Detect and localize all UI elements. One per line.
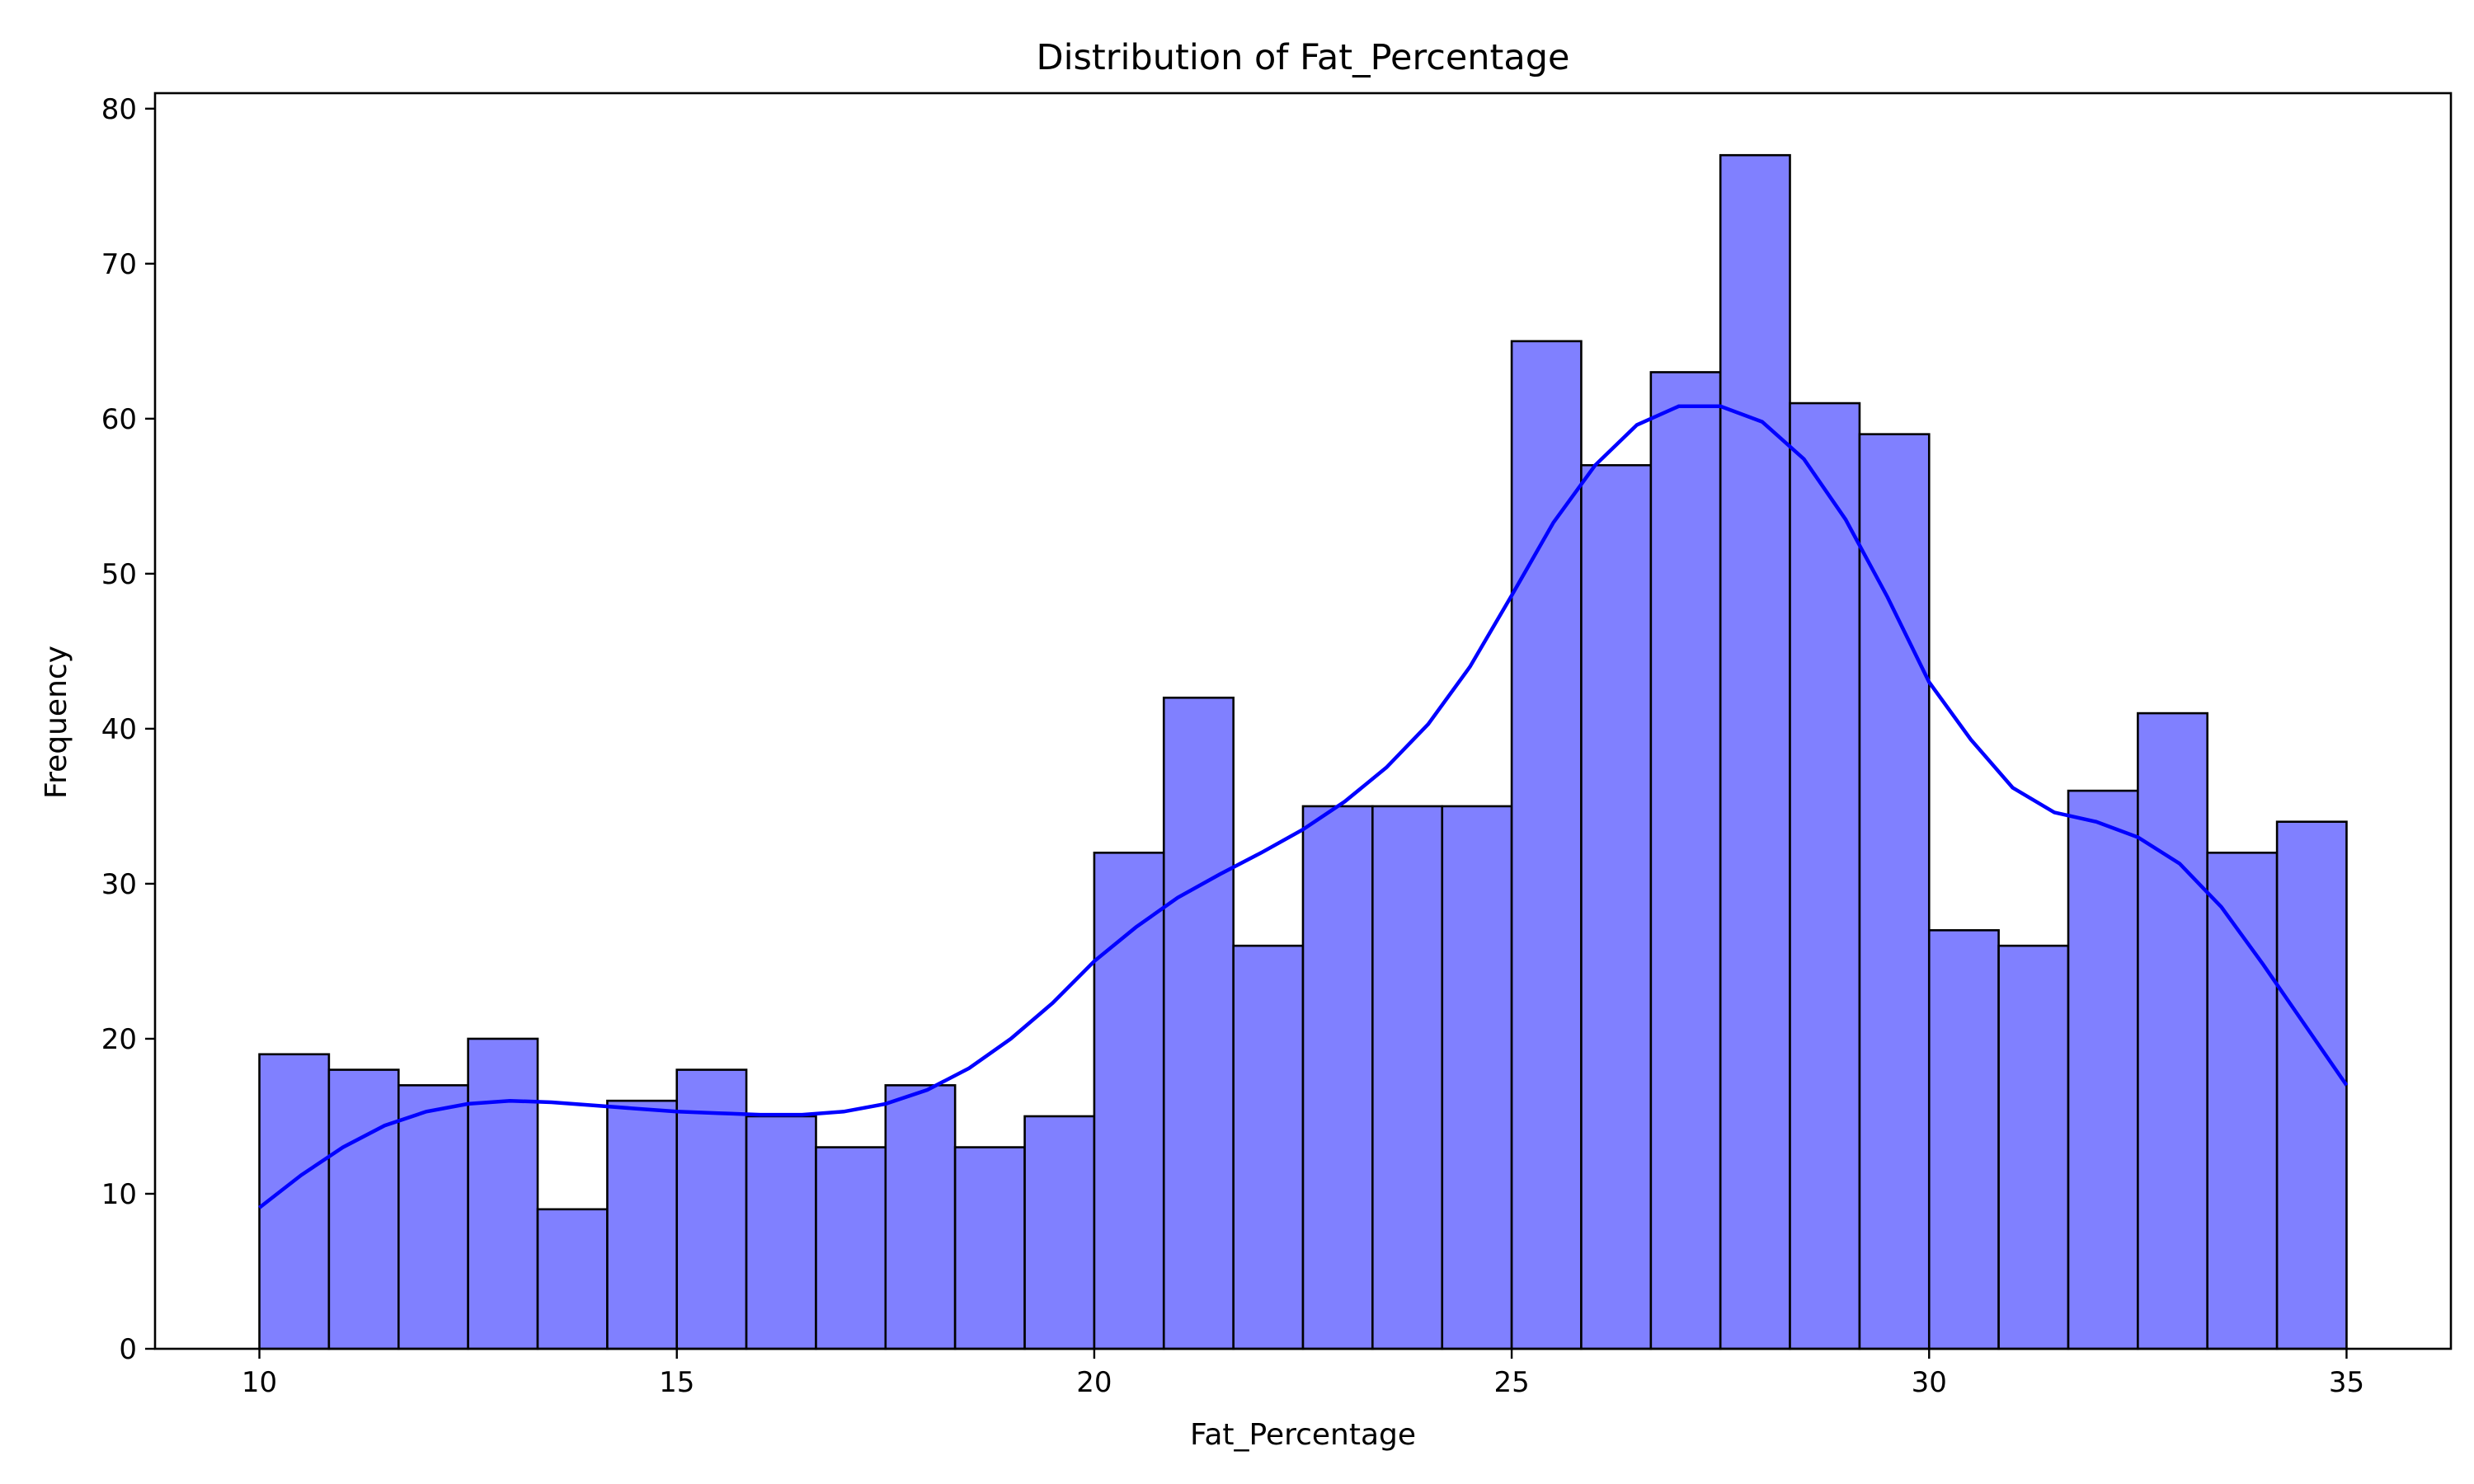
histogram-bar <box>327 1068 400 1350</box>
histogram-bar <box>258 1053 331 1350</box>
histogram-bar <box>536 1208 609 1350</box>
histogram-bar <box>1371 805 1444 1350</box>
kde-line <box>258 404 2349 1209</box>
x-tick-label: 35 <box>2329 1366 2364 1399</box>
y-tick-label: 30 <box>101 868 137 901</box>
x-tick-label: 15 <box>659 1366 694 1399</box>
histogram-bar <box>1580 463 1653 1350</box>
x-axis: 10 15 20 25 30 35 <box>242 1349 2364 1399</box>
chart-title: Distribution of Fat_Percentage <box>1036 37 1569 78</box>
histogram-bar <box>745 1115 817 1350</box>
histogram-bar <box>1023 1115 1096 1350</box>
histogram-bar <box>1789 402 1861 1350</box>
histogram-bar <box>606 1099 679 1350</box>
histogram-bar <box>953 1146 1026 1350</box>
y-tick-label: 70 <box>101 248 137 281</box>
y-tick-label: 10 <box>101 1178 137 1211</box>
y-axis: 0 10 20 30 40 50 60 70 80 <box>101 93 155 1366</box>
histogram-bar <box>1858 433 1931 1350</box>
x-tick-label: 20 <box>1076 1366 1112 1399</box>
x-tick-label: 10 <box>242 1366 277 1399</box>
plot-frame <box>153 92 2453 1350</box>
y-tick-label: 80 <box>101 93 137 126</box>
histogram-bar <box>2275 820 2348 1350</box>
x-tick-label: 25 <box>1493 1366 1529 1399</box>
histogram-bar <box>467 1037 539 1350</box>
histogram-bar <box>2206 852 2279 1350</box>
histogram-bar <box>1093 852 1165 1350</box>
histogram-bar <box>1510 340 1583 1350</box>
histogram-bar <box>1232 944 1305 1350</box>
y-tick-label: 40 <box>101 713 137 746</box>
histogram-bar <box>397 1084 469 1350</box>
histogram-bar <box>2137 711 2208 1350</box>
x-tick-label: 30 <box>1912 1366 1947 1399</box>
histogram-bar <box>1649 371 1722 1350</box>
y-axis-label: Frequency <box>40 646 73 799</box>
histogram-bar <box>1927 929 2000 1350</box>
y-tick-label: 50 <box>101 558 137 591</box>
histogram-bar <box>2067 789 2139 1350</box>
histogram-bar <box>1301 805 1374 1350</box>
y-tick-label: 60 <box>101 403 137 436</box>
y-tick-label: 20 <box>101 1023 137 1056</box>
histogram-bars <box>258 153 2348 1350</box>
histogram-bar <box>884 1084 957 1350</box>
histogram-bar <box>1719 153 1791 1350</box>
histogram-bar <box>1997 944 2070 1350</box>
histogram-bar <box>1441 805 1513 1350</box>
histogram-bar <box>815 1146 887 1350</box>
histogram-bar <box>1162 696 1235 1350</box>
x-axis-label: Fat_Percentage <box>1190 1418 1416 1452</box>
y-tick-label: 0 <box>119 1333 137 1366</box>
